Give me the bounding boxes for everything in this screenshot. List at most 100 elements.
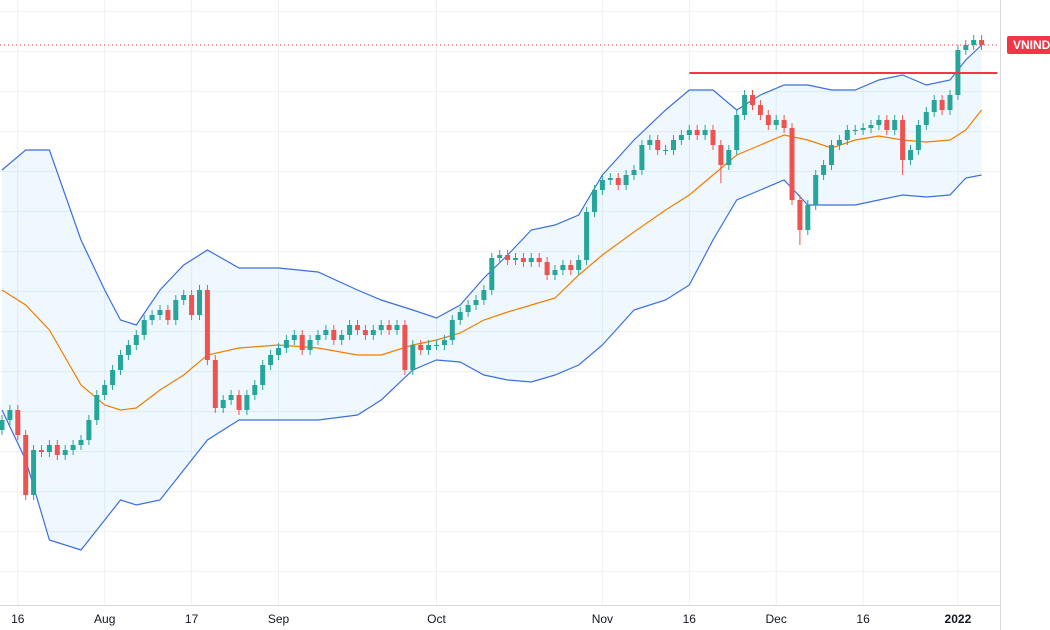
- candle-body: [939, 100, 945, 110]
- candle-body: [299, 335, 305, 350]
- candle-body: [757, 105, 763, 115]
- candle-body: [884, 120, 890, 130]
- upper-band: [1, 44, 983, 326]
- price-tag: [1007, 36, 1050, 54]
- candle-body: [892, 120, 898, 130]
- candle-body: [410, 345, 416, 370]
- candle-body: [568, 265, 574, 270]
- candle-body: [386, 325, 392, 330]
- candle-body: [505, 255, 511, 260]
- x-tick-label: Dec: [766, 612, 787, 626]
- candle-body: [900, 120, 906, 160]
- candle-body: [394, 325, 400, 330]
- candle-body: [607, 178, 613, 180]
- candle-body: [457, 312, 463, 320]
- candle-body: [876, 120, 882, 125]
- candle-body: [473, 300, 479, 305]
- candle-body: [576, 260, 582, 270]
- candle-body: [441, 340, 447, 345]
- candle-body: [276, 348, 281, 355]
- x-tick-label: 17: [185, 612, 199, 626]
- candle-body: [434, 345, 439, 346]
- candle-body: [947, 95, 953, 110]
- candle-body: [678, 135, 684, 140]
- candle-body: [15, 410, 21, 435]
- candle-body: [39, 450, 44, 452]
- x-tick-label: 16: [683, 612, 697, 626]
- candle-body: [212, 360, 218, 408]
- candle-body: [584, 212, 590, 260]
- candle-body: [118, 355, 123, 370]
- candle-body: [789, 128, 795, 200]
- candle-body: [773, 120, 779, 125]
- candle-body: [860, 128, 866, 130]
- candle-body: [220, 400, 226, 408]
- candle-body: [718, 145, 724, 165]
- candle-body: [497, 255, 503, 258]
- candle-body: [31, 450, 37, 495]
- candle-body: [331, 330, 337, 340]
- candle-body: [370, 330, 376, 335]
- candle-body: [781, 120, 787, 128]
- candle-body: [125, 345, 131, 355]
- band-fill: [2, 45, 982, 550]
- candle-body: [339, 335, 345, 340]
- candle-body: [631, 170, 637, 175]
- candle-body: [173, 300, 179, 320]
- candle-body: [931, 100, 937, 112]
- candle-body: [623, 175, 629, 185]
- candle-body: [283, 340, 289, 348]
- candle-body: [94, 395, 100, 420]
- candle-body: [615, 178, 621, 185]
- candle-body: [197, 290, 202, 315]
- candle-body: [489, 258, 495, 290]
- candle-body: [513, 258, 518, 260]
- candle-body: [639, 145, 645, 170]
- x-tick-label: Oct: [427, 612, 446, 626]
- candle-body: [110, 370, 116, 385]
- candle-body: [821, 165, 827, 175]
- candle-body: [355, 325, 360, 330]
- x-tick-label: Sep: [268, 612, 290, 626]
- candle-body: [829, 145, 834, 165]
- candle-body: [481, 290, 487, 300]
- candle-body: [908, 150, 913, 160]
- candle-body: [449, 320, 455, 340]
- candle-body: [702, 130, 708, 135]
- candle-body: [686, 130, 692, 135]
- candle-body: [70, 445, 76, 450]
- candle-body: [204, 290, 210, 360]
- candle-body: [46, 445, 52, 452]
- candle-body: [765, 115, 771, 125]
- candle-body: [915, 125, 921, 150]
- x-tick-label: 2022: [945, 612, 972, 626]
- candle-body: [141, 320, 147, 335]
- candle-body: [133, 335, 139, 345]
- candle-body: [528, 258, 534, 262]
- candle-body: [923, 112, 929, 125]
- candle-body: [963, 45, 969, 50]
- candle-body: [742, 95, 748, 115]
- candle-body: [726, 150, 732, 165]
- candle-body: [520, 258, 526, 262]
- candle-body: [86, 420, 92, 440]
- candle-body: [307, 340, 313, 350]
- candle-body: [7, 410, 13, 420]
- candle-body: [62, 450, 68, 455]
- candle-body: [78, 440, 84, 445]
- candle-body: [805, 205, 811, 230]
- candle-body: [979, 40, 985, 45]
- candle-body: [560, 265, 566, 270]
- candle-body: [0, 420, 5, 430]
- candle-body: [671, 140, 676, 150]
- x-tick-label: 16: [856, 612, 870, 626]
- candle-body: [868, 125, 874, 128]
- candle-body: [102, 385, 108, 395]
- candle-body: [268, 355, 274, 365]
- candle-body: [710, 130, 716, 145]
- middle-band: [1, 109, 983, 411]
- candle-body: [844, 130, 850, 140]
- candle-body: [552, 270, 558, 275]
- candle-body: [362, 330, 368, 335]
